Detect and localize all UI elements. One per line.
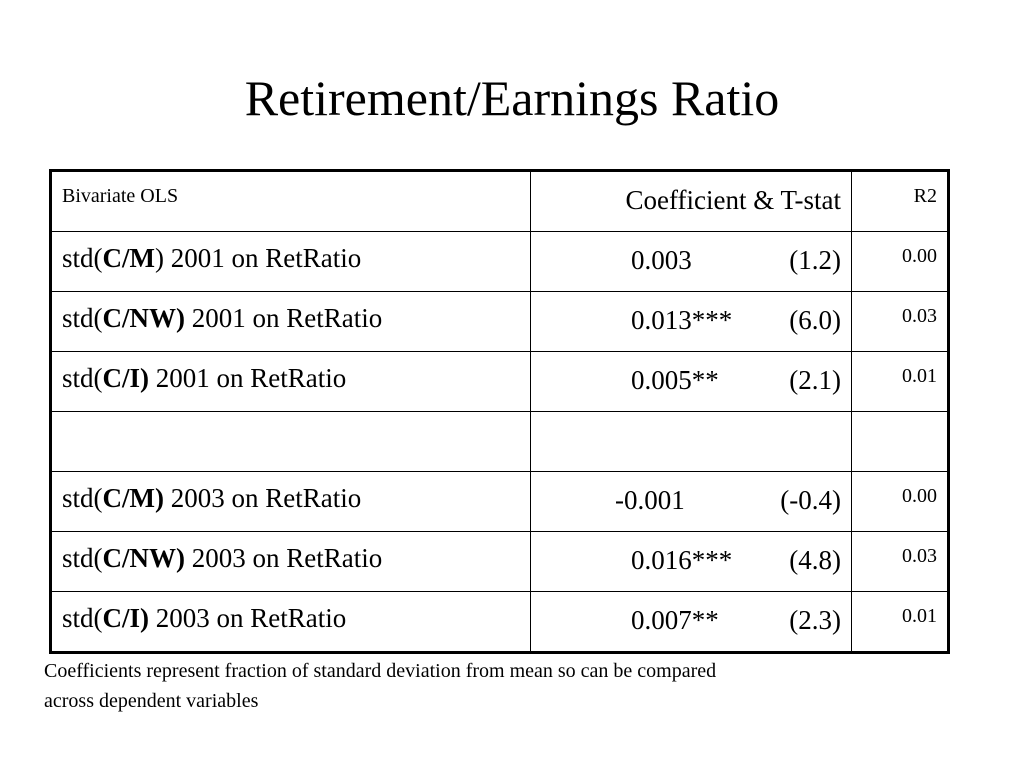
row-label: std(C/I) 2003 on RetRatio bbox=[50, 591, 531, 653]
table-row-empty bbox=[50, 411, 949, 472]
row-label: std(C/M) 2001 on RetRatio bbox=[50, 231, 531, 292]
coefficient-cell: 0.003 (1.2) bbox=[530, 231, 852, 292]
r2-cell bbox=[851, 411, 949, 472]
table-row: std(C/NW) 2001 on RetRatio 0.013*** (6.0)… bbox=[50, 291, 949, 352]
regression-table: Bivariate OLS Coefficient & T-stat R2 st… bbox=[49, 169, 950, 654]
header-r2: R2 bbox=[851, 170, 949, 232]
r2-cell: 0.03 bbox=[851, 291, 949, 352]
footnote: Coefficients represent fraction of stand… bbox=[44, 656, 944, 716]
row-label: std(C/I) 2001 on RetRatio bbox=[50, 351, 531, 412]
coefficient-cell: 0.005** (2.1) bbox=[530, 351, 852, 412]
table-row: std(C/M) 2001 on RetRatio 0.003 (1.2) 0.0… bbox=[50, 231, 949, 292]
header-coefficient-tstat: Coefficient & T-stat bbox=[530, 170, 852, 232]
row-label bbox=[50, 411, 531, 472]
coefficient-cell: -0.001 (-0.4) bbox=[530, 471, 852, 532]
coefficient-cell bbox=[530, 411, 852, 472]
table-row: std(C/NW) 2003 on RetRatio 0.016*** (4.8)… bbox=[50, 531, 949, 592]
table-row: std(C/I) 2003 on RetRatio 0.007** (2.3) 0… bbox=[50, 591, 949, 653]
coefficient-cell: 0.007** (2.3) bbox=[530, 591, 852, 653]
r2-cell: 0.00 bbox=[851, 231, 949, 292]
table-header-row: Bivariate OLS Coefficient & T-stat R2 bbox=[50, 170, 949, 232]
row-label: std(C/M) 2003 on RetRatio bbox=[50, 471, 531, 532]
row-label: std(C/NW) 2001 on RetRatio bbox=[50, 291, 531, 352]
r2-cell: 0.03 bbox=[851, 531, 949, 592]
row-label: std(C/NW) 2003 on RetRatio bbox=[50, 531, 531, 592]
table-row: std(C/M) 2003 on RetRatio -0.001 (-0.4) 0… bbox=[50, 471, 949, 532]
coefficient-cell: 0.013*** (6.0) bbox=[530, 291, 852, 352]
slide-title: Retirement/Earnings Ratio bbox=[244, 70, 780, 126]
table-row: std(C/I) 2001 on RetRatio 0.005** (2.1) 0… bbox=[50, 351, 949, 412]
r2-cell: 0.00 bbox=[851, 471, 949, 532]
r2-cell: 0.01 bbox=[851, 351, 949, 412]
header-bivariate-ols: Bivariate OLS bbox=[50, 170, 531, 232]
coefficient-cell: 0.016*** (4.8) bbox=[530, 531, 852, 592]
footnote-line: Coefficients represent fraction of stand… bbox=[44, 660, 717, 682]
footnote-line: across dependent variables bbox=[44, 690, 259, 712]
r2-cell: 0.01 bbox=[851, 591, 949, 653]
